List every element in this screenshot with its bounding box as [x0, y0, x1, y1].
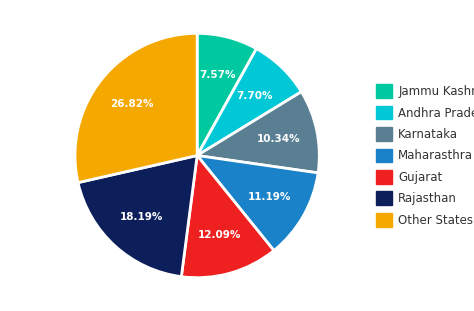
Wedge shape: [182, 156, 274, 278]
Text: 7.70%: 7.70%: [237, 91, 273, 100]
Wedge shape: [197, 49, 301, 156]
Wedge shape: [78, 156, 197, 277]
Wedge shape: [197, 156, 318, 251]
Text: 11.19%: 11.19%: [248, 192, 291, 202]
Text: 12.09%: 12.09%: [198, 230, 241, 240]
Wedge shape: [197, 92, 319, 173]
Wedge shape: [75, 33, 197, 183]
Wedge shape: [197, 33, 256, 156]
Legend: Jammu Kashmir, Andhra Pradesh, Karnataka, Maharasthra, Gujarat, Rajasthan, Other: Jammu Kashmir, Andhra Pradesh, Karnataka…: [371, 80, 474, 231]
Text: 18.19%: 18.19%: [119, 212, 163, 222]
Text: 26.82%: 26.82%: [110, 99, 154, 109]
Text: 10.34%: 10.34%: [257, 134, 301, 144]
Text: 7.57%: 7.57%: [200, 70, 236, 80]
